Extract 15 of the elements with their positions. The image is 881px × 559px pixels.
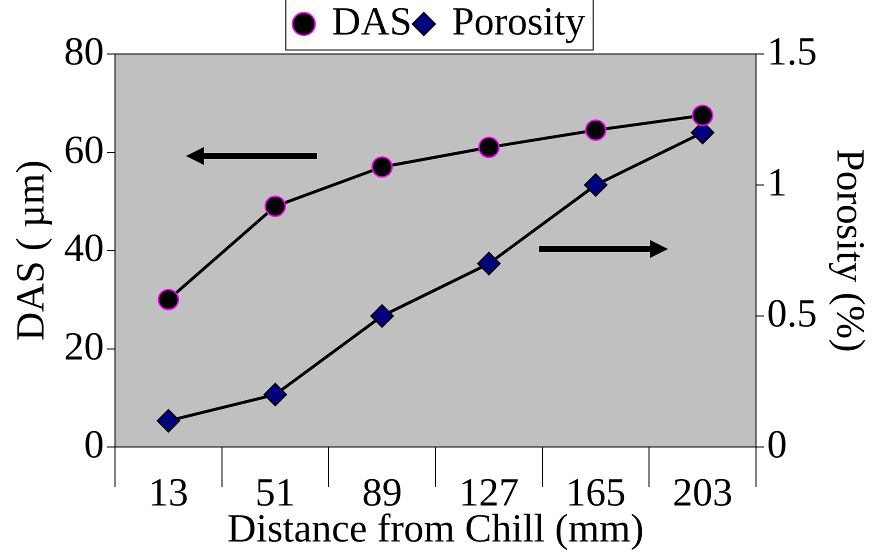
x-tick-label: 13 (148, 470, 188, 514)
legend-label: Porosity (452, 0, 586, 44)
y2-tick-label: 1.5 (767, 28, 817, 74)
y-tick-label: 20 (64, 323, 104, 368)
y2-tick-label: 0 (767, 422, 787, 466)
y2-tick-label: 0.5 (767, 290, 817, 336)
y-tick-label: 80 (64, 28, 104, 74)
y-tick-label: 40 (64, 225, 104, 270)
legend-label: DAS (332, 0, 412, 44)
y-axis-title: DAS ( µm) (8, 160, 52, 341)
x-tick-label: 203 (672, 470, 733, 514)
y-tick-label: 0 (84, 422, 104, 466)
y2-axis-title: Porosity (%) (828, 148, 874, 352)
y-tick-label: 60 (64, 126, 104, 172)
y2-tick-label: 1 (767, 160, 787, 204)
